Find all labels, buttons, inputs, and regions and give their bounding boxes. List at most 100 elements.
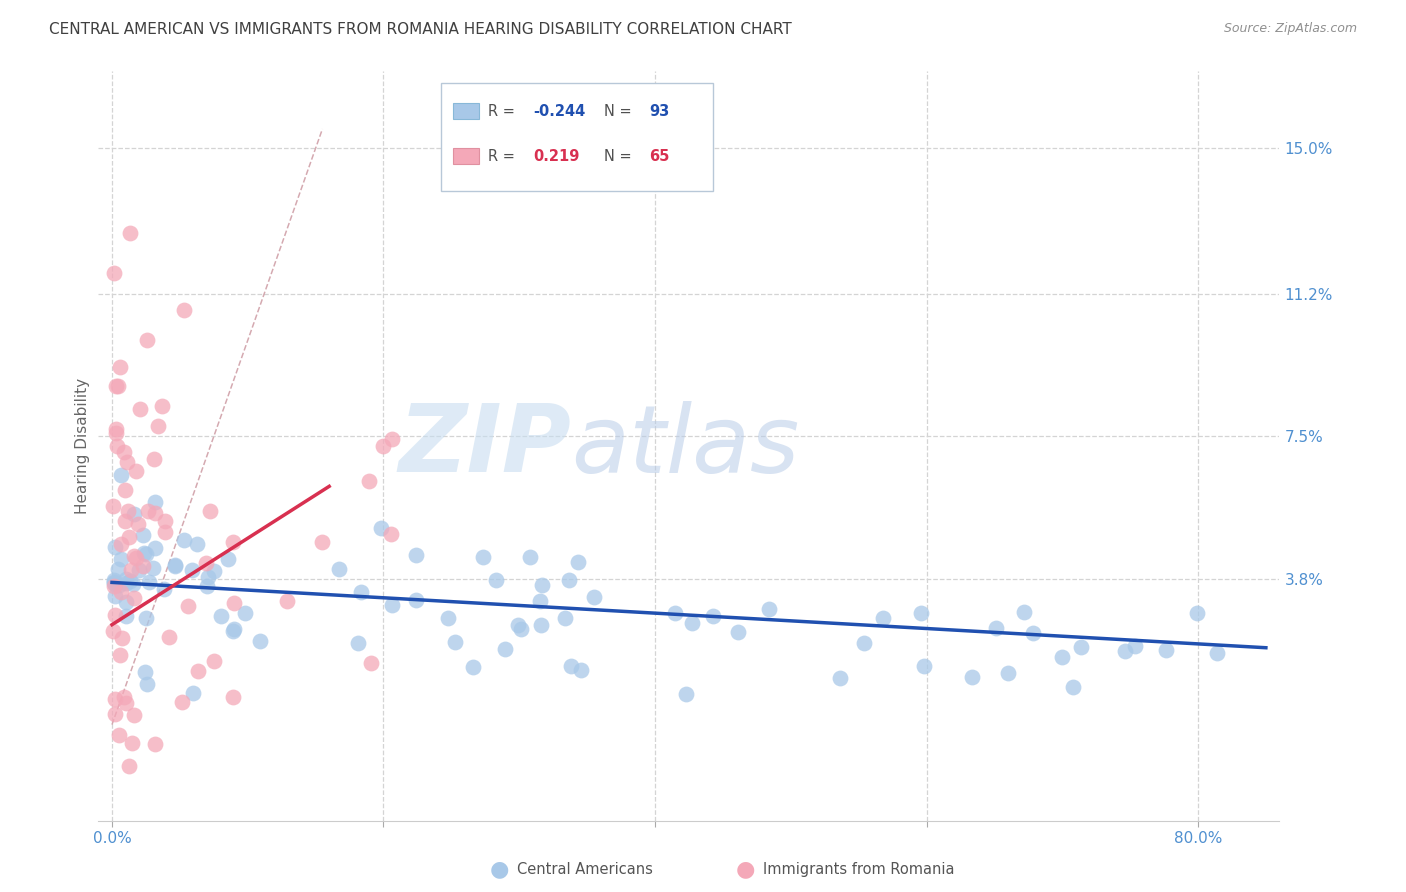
Point <box>727 624 749 639</box>
Point <box>1114 643 1136 657</box>
Point <box>124 464 146 478</box>
Point <box>104 576 127 591</box>
Bar <box>453 148 478 164</box>
Point <box>350 585 373 599</box>
Point <box>110 467 132 482</box>
Point <box>107 562 129 576</box>
Point <box>519 550 541 565</box>
Point <box>103 624 125 638</box>
Text: ●: ● <box>735 860 755 880</box>
Point <box>103 590 125 604</box>
Point <box>828 671 851 685</box>
Point <box>682 615 704 630</box>
Point <box>143 737 166 751</box>
Point <box>110 648 132 662</box>
Text: atlas: atlas <box>571 401 799 491</box>
Point <box>381 598 404 612</box>
Point <box>485 573 508 587</box>
Point <box>104 607 127 622</box>
Point <box>145 506 167 520</box>
Point <box>1070 640 1092 654</box>
Point <box>872 611 894 625</box>
Point <box>111 632 134 646</box>
Text: Source: ZipAtlas.com: Source: ZipAtlas.com <box>1223 22 1357 36</box>
Point <box>138 574 160 589</box>
Text: ●: ● <box>489 860 509 880</box>
Point <box>702 608 724 623</box>
Point <box>233 606 256 620</box>
Point <box>381 432 404 446</box>
Point <box>121 736 143 750</box>
Point <box>134 665 156 680</box>
Text: Immigrants from Romania: Immigrants from Romania <box>763 863 955 877</box>
Text: 65: 65 <box>648 149 669 163</box>
Point <box>136 334 159 348</box>
Point <box>122 508 145 522</box>
Point <box>153 514 176 528</box>
Point <box>510 623 533 637</box>
Point <box>153 525 176 540</box>
Point <box>1062 680 1084 694</box>
Point <box>121 577 143 591</box>
Point <box>115 595 138 609</box>
Point <box>209 609 232 624</box>
Point <box>103 574 125 589</box>
Point <box>165 558 187 573</box>
Point <box>276 594 298 608</box>
Point <box>135 547 157 561</box>
Point <box>328 562 350 576</box>
Point <box>103 266 125 280</box>
Point <box>194 556 217 570</box>
Point <box>177 599 200 614</box>
Point <box>675 687 697 701</box>
Point <box>960 670 983 684</box>
Point <box>569 664 592 678</box>
Point <box>1154 642 1177 657</box>
Point <box>105 439 128 453</box>
Point <box>173 533 195 548</box>
Point <box>222 534 245 549</box>
Point <box>494 641 516 656</box>
Text: R =: R = <box>488 149 524 163</box>
Point <box>567 555 589 569</box>
Point <box>197 570 219 584</box>
Point <box>110 584 132 599</box>
Point <box>122 707 145 722</box>
Point <box>173 302 195 317</box>
Point <box>146 418 169 433</box>
Text: 0.219: 0.219 <box>533 149 579 163</box>
Point <box>506 618 529 632</box>
Point <box>471 549 494 564</box>
Point <box>222 690 245 705</box>
Point <box>105 425 128 440</box>
Y-axis label: Hearing Disability: Hearing Disability <box>75 378 90 514</box>
Point <box>202 654 225 668</box>
Point <box>107 728 129 742</box>
Point <box>145 494 167 508</box>
Point <box>118 574 141 588</box>
Point <box>347 636 370 650</box>
Bar <box>453 103 478 120</box>
Point <box>195 579 218 593</box>
Point <box>103 578 125 592</box>
Point <box>104 541 127 555</box>
Point <box>110 552 132 566</box>
Point <box>437 610 460 624</box>
Point <box>180 563 202 577</box>
Point <box>1014 606 1036 620</box>
Text: N =: N = <box>605 149 636 163</box>
Point <box>557 573 579 587</box>
Point <box>181 685 204 699</box>
Point <box>224 622 246 636</box>
Point <box>103 573 125 587</box>
Point <box>405 593 427 607</box>
Point <box>112 690 135 704</box>
Point <box>560 658 582 673</box>
Point <box>157 630 180 644</box>
Point <box>163 558 186 572</box>
Point <box>997 665 1019 680</box>
Point <box>529 594 551 608</box>
Point <box>370 521 392 535</box>
Point <box>186 537 208 551</box>
Point <box>129 402 152 417</box>
